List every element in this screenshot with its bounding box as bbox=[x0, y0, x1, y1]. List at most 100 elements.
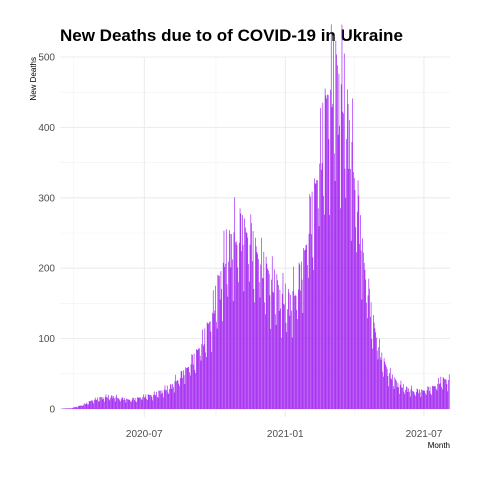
bar bbox=[202, 345, 204, 409]
bar bbox=[108, 399, 110, 409]
bar bbox=[392, 374, 393, 409]
bar bbox=[230, 267, 232, 409]
y-tick-label: 100 bbox=[38, 334, 55, 345]
bar bbox=[98, 401, 100, 409]
bar bbox=[204, 328, 206, 409]
bar bbox=[284, 283, 286, 409]
bar bbox=[371, 338, 373, 409]
bar bbox=[81, 405, 83, 409]
bar bbox=[113, 396, 114, 409]
x-axis-title: Month bbox=[428, 441, 450, 450]
bar bbox=[442, 389, 443, 409]
bar bbox=[245, 227, 246, 409]
bar bbox=[160, 394, 162, 409]
bar bbox=[117, 398, 118, 409]
bar bbox=[387, 375, 389, 409]
bar bbox=[268, 270, 269, 409]
bar bbox=[366, 318, 368, 409]
bar bbox=[402, 387, 403, 409]
bar bbox=[146, 399, 147, 409]
bar bbox=[234, 197, 236, 409]
bar bbox=[96, 399, 98, 409]
bar bbox=[186, 368, 187, 409]
bar bbox=[65, 408, 67, 409]
bar bbox=[327, 95, 329, 410]
bar bbox=[435, 388, 437, 409]
bar bbox=[211, 351, 213, 409]
bar bbox=[384, 361, 386, 409]
bar bbox=[246, 232, 248, 409]
bar bbox=[199, 348, 200, 409]
bar bbox=[426, 390, 428, 409]
bar bbox=[403, 392, 405, 409]
bar bbox=[389, 367, 391, 409]
bar bbox=[134, 397, 136, 409]
bar bbox=[369, 288, 370, 409]
bar bbox=[385, 364, 386, 409]
bar bbox=[196, 349, 197, 409]
bar bbox=[291, 310, 292, 409]
bar bbox=[339, 125, 340, 409]
bar bbox=[373, 322, 375, 409]
bar bbox=[411, 385, 413, 409]
bar bbox=[408, 388, 409, 409]
bar bbox=[64, 408, 65, 409]
bar bbox=[252, 231, 254, 409]
bar bbox=[186, 367, 188, 409]
bar bbox=[151, 396, 153, 409]
bar bbox=[258, 282, 260, 409]
bar bbox=[428, 386, 429, 409]
bar bbox=[396, 380, 397, 409]
bar bbox=[225, 263, 226, 409]
bar bbox=[356, 211, 358, 409]
bar bbox=[397, 382, 399, 409]
bar bbox=[250, 214, 252, 409]
bar bbox=[422, 390, 423, 409]
bar bbox=[275, 324, 277, 409]
bar bbox=[420, 397, 422, 409]
bar bbox=[283, 303, 285, 409]
bar bbox=[301, 279, 303, 409]
bar bbox=[248, 264, 249, 409]
bar bbox=[297, 319, 298, 409]
bar bbox=[209, 321, 210, 409]
bar bbox=[436, 390, 438, 409]
bar bbox=[213, 313, 215, 409]
bar bbox=[143, 394, 144, 409]
bar bbox=[153, 391, 155, 409]
bar bbox=[153, 394, 154, 409]
bar bbox=[401, 387, 403, 409]
bar bbox=[239, 208, 241, 409]
bar bbox=[114, 398, 115, 409]
bar bbox=[320, 169, 322, 409]
bar bbox=[352, 98, 354, 409]
bar bbox=[317, 208, 319, 409]
y-tick-label: 200 bbox=[38, 264, 55, 275]
bar bbox=[193, 353, 195, 409]
bar bbox=[166, 389, 167, 409]
bar bbox=[347, 104, 349, 409]
bar bbox=[106, 397, 108, 409]
bar bbox=[242, 244, 244, 409]
bar bbox=[251, 223, 252, 409]
bar bbox=[264, 302, 265, 409]
bar bbox=[380, 359, 382, 409]
bar bbox=[363, 262, 365, 409]
bar bbox=[94, 399, 95, 409]
bar bbox=[393, 388, 395, 409]
bar bbox=[435, 386, 436, 409]
bar bbox=[445, 379, 446, 409]
chart-title: New Deaths due to of COVID-19 in Ukraine bbox=[60, 26, 403, 45]
bar bbox=[366, 302, 367, 409]
bar bbox=[299, 264, 301, 409]
bar bbox=[228, 261, 229, 409]
bar bbox=[399, 384, 401, 409]
bar bbox=[238, 242, 240, 409]
bar bbox=[367, 295, 369, 409]
bar bbox=[296, 310, 298, 409]
bar bbox=[100, 397, 101, 409]
bar bbox=[425, 394, 427, 409]
bar bbox=[432, 386, 434, 409]
bar bbox=[182, 377, 183, 409]
